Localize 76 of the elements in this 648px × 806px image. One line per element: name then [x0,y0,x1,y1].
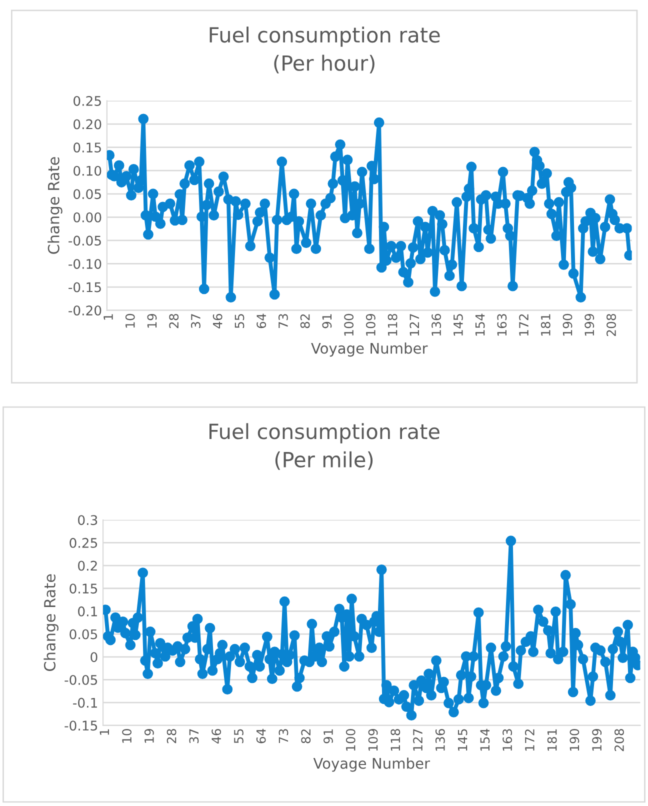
x-tick-label: 73 [278,729,288,744]
y-tick-label: 0.20 [74,119,102,130]
x-tick-label: 100 [344,314,354,336]
x-tick-label: 136 [435,728,445,751]
x-tick-label: 118 [388,314,398,336]
x-tick-label: 64 [256,314,266,328]
x-tick-label: 118 [390,729,400,751]
y-tick-label: 0.10 [74,166,102,176]
x-tick-label: 100 [346,729,356,751]
x-axis-title: Voyage Number [311,342,428,357]
x-tick-label: 91 [324,729,333,744]
y-tick-label: 0.05 [74,189,101,200]
x-tick-label: 163 [502,729,512,751]
y-tick-label: -0.15 [68,282,101,292]
y-tick-label: 0.15 [74,142,101,153]
x-tick-label: 19 [147,314,157,328]
x-tick-label: 190 [562,314,572,336]
x-tick-label: 19 [144,729,154,743]
y-tick-label: -0.05 [64,674,98,685]
y-tick-label: -0.1 [73,698,97,708]
y-tick-label: 0 [90,652,98,662]
chart-title: Fuel consumption rate [210,423,440,444]
x-tick-label: 73 [278,314,288,328]
x-tick-label: 91 [322,314,332,328]
x-tick-label: 28 [169,314,179,328]
x-tick-label: 1 [104,314,113,320]
chart-title: Fuel consumption rate [210,26,440,47]
y-tick-label: -0.20 [68,306,102,316]
y-tick-label: 0.05 [70,629,98,640]
x-tick-label: 46 [212,314,222,328]
y-tick-label: 0.3 [78,515,98,526]
x-tick-label: 10 [122,729,132,743]
y-tick-label: 0.25 [70,538,98,548]
y-tick-label: 0.2 [78,560,97,571]
x-tick-label: 145 [458,729,468,751]
x-tick-label: 154 [475,314,485,336]
y-axis-title: Change Rate [44,574,58,671]
x-tick-label: 109 [366,314,376,336]
x-tick-label: 82 [300,314,310,328]
y-tick-label: -0.10 [68,258,102,269]
x-tick-label: 172 [524,729,534,751]
x-tick-label: 172 [519,314,528,336]
x-tick-label: 37 [189,729,199,744]
y-tick-label: 0.00 [74,212,102,222]
x-tick-label: 55 [234,729,244,744]
x-tick-label: 127 [410,314,419,336]
x-tick-label: 82 [301,729,311,744]
x-tick-label: 127 [413,729,422,751]
x-tick-label: 208 [614,729,624,752]
x-tick-label: 37 [191,314,200,328]
y-tick-label: 0.25 [74,96,101,106]
x-tick-label: 64 [256,728,266,744]
y-tick-label: -0.05 [68,236,101,246]
chart-subtitle: (Per mile) [275,451,373,470]
x-tick-label: 1 [100,729,109,735]
x-tick-label: 199 [584,314,594,336]
y-axis-title: Change Rate [48,157,62,254]
x-tick-label: 136 [432,314,442,336]
y-tick-label: 0.15 [70,584,98,594]
y-tick-label: -0.15 [64,720,98,731]
x-tick-label: 163 [497,314,507,336]
x-tick-label: 199 [592,729,602,751]
x-axis-title: Voyage Number [313,758,430,772]
x-tick-label: 10 [125,314,135,328]
x-tick-label: 28 [166,729,176,744]
x-tick-label: 55 [234,314,244,328]
x-tick-label: 208 [606,314,616,336]
x-tick-label: 181 [547,729,557,751]
x-tick-label: 109 [368,729,378,751]
x-tick-label: 154 [480,728,490,751]
x-tick-label: 190 [570,729,580,751]
x-tick-label: 145 [454,314,463,336]
x-tick-label: 181 [540,314,550,336]
y-tick-label: 0.1 [78,606,97,616]
chart-subtitle: (Per hour) [274,54,374,74]
x-tick-label: 46 [212,728,222,744]
